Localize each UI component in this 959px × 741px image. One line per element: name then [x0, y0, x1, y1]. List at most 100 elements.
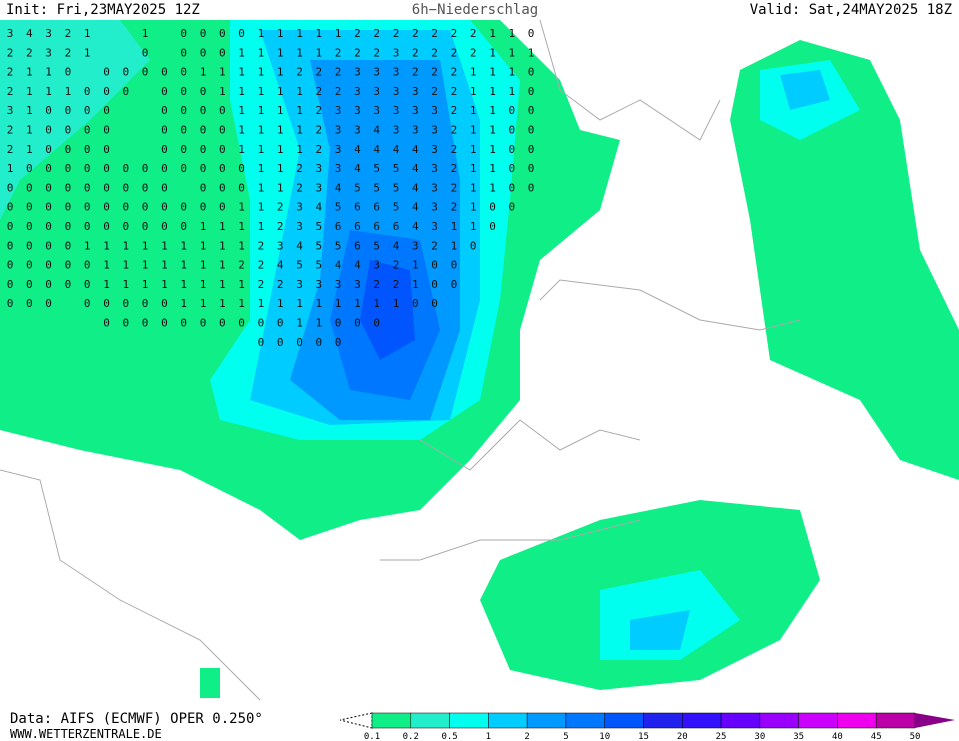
grid-value: 2: [393, 27, 400, 40]
grid-value: 3: [296, 278, 303, 291]
grid-value: 2: [412, 27, 419, 40]
grid-value: 0: [84, 162, 91, 175]
colorbar-label: 0.1: [364, 732, 380, 741]
grid-value: 1: [451, 220, 458, 233]
grid-value: 0: [65, 162, 72, 175]
grid-value: 0: [103, 162, 110, 175]
grid-value: 0: [200, 27, 207, 40]
grid-value: 5: [315, 259, 322, 272]
grid-value: 3: [335, 162, 342, 175]
grid-value: 1: [470, 124, 477, 137]
grid-value: 2: [451, 27, 458, 40]
grid-value: 5: [393, 201, 400, 214]
grid-value: 2: [315, 85, 322, 98]
grid-value: 0: [84, 124, 91, 137]
grid-value: 1: [470, 181, 477, 194]
grid-value: 2: [296, 162, 303, 175]
grid-value: 0: [200, 46, 207, 59]
grid-value: 2: [431, 239, 438, 252]
grid-value: 0: [103, 104, 110, 117]
grid-value: 2: [7, 143, 14, 156]
grid-value: 2: [412, 66, 419, 79]
grid-value: 1: [258, 124, 265, 137]
grid-value: 2: [238, 259, 245, 272]
grid-value: 3: [431, 143, 438, 156]
grid-value: 4: [296, 239, 303, 252]
grid-value: 1: [489, 124, 496, 137]
grid-value: 0: [238, 181, 245, 194]
grid-value: 1: [277, 66, 284, 79]
init-text: Init: Fri,23MAY2025 12Z: [6, 2, 200, 18]
grid-value: 0: [26, 220, 33, 233]
grid-value: 4: [354, 143, 361, 156]
grid-value: 0: [103, 66, 110, 79]
grid-value: 1: [26, 66, 33, 79]
grid-value: 0: [508, 124, 515, 137]
grid-value: 1: [277, 104, 284, 117]
grid-value: 1: [489, 181, 496, 194]
grid-value: 0: [84, 297, 91, 310]
grid-value: 6: [373, 201, 380, 214]
grid-value: 0: [238, 317, 245, 330]
grid-value: 0: [508, 181, 515, 194]
grid-value: 1: [219, 239, 226, 252]
colorbar-cell: [837, 712, 877, 729]
grid-value: 0: [65, 220, 72, 233]
grid-value: 1: [161, 259, 168, 272]
grid-value: 2: [354, 46, 361, 59]
grid-value: 0: [84, 278, 91, 291]
grid-value: 3: [7, 104, 14, 117]
grid-value: 1: [200, 239, 207, 252]
colorbar-label: 45: [871, 732, 882, 741]
grid-value: 4: [373, 143, 380, 156]
grid-value: 0: [431, 297, 438, 310]
grid-value: 1: [258, 143, 265, 156]
grid-value: 0: [103, 297, 110, 310]
grid-value: 0: [84, 220, 91, 233]
grid-value: 1: [412, 278, 419, 291]
grid-value: 1: [258, 104, 265, 117]
grid-value: 2: [373, 278, 380, 291]
grid-value: 0: [335, 336, 342, 349]
grid-value: 1: [277, 143, 284, 156]
grid-value: 2: [451, 162, 458, 175]
grid-value: 0: [7, 259, 14, 272]
grid-value: 0: [65, 259, 72, 272]
grid-value: 0: [373, 317, 380, 330]
grid-value: 2: [373, 27, 380, 40]
grid-value: 2: [277, 201, 284, 214]
grid-value: 2: [7, 46, 14, 59]
grid-value: 1: [489, 143, 496, 156]
grid-value: 0: [258, 317, 265, 330]
grid-value: 0: [528, 143, 535, 156]
grid-value: 6: [354, 239, 361, 252]
grid-value: 5: [335, 201, 342, 214]
grid-value: 0: [142, 317, 149, 330]
grid-value: 1: [315, 317, 322, 330]
grid-value: 0: [45, 143, 52, 156]
grid-value: 2: [451, 181, 458, 194]
grid-value: 0: [219, 201, 226, 214]
grid-value: 0: [315, 336, 322, 349]
grid-value: 0: [84, 201, 91, 214]
grid-value: 3: [431, 104, 438, 117]
colorbar-cell: [488, 712, 528, 729]
grid-value: 1: [258, 66, 265, 79]
grid-values: 3 4 3 2 1 1 0 0 0 0 1 1 1 1 1 2 2 2 2 2 2 2 1 1 02 2 3 2 1 0 0 0 0 1 1 1 1 1 2…: [7, 27, 535, 349]
grid-value: 2: [412, 46, 419, 59]
grid-value: 0: [142, 46, 149, 59]
grid-value: 1: [238, 297, 245, 310]
grid-value: 3: [315, 181, 322, 194]
grid-value: 1: [84, 46, 91, 59]
grid-value: 1: [489, 66, 496, 79]
grid-value: 1: [296, 46, 303, 59]
grid-value: 0: [470, 239, 477, 252]
grid-value: 0: [45, 181, 52, 194]
colorbar-label: 0.5: [441, 732, 457, 741]
grid-value: 0: [528, 104, 535, 117]
grid-value: 5: [393, 162, 400, 175]
grid-value: 6: [354, 201, 361, 214]
grid-value: 2: [393, 278, 400, 291]
grid-value: 0: [122, 181, 129, 194]
grid-value: 0: [508, 104, 515, 117]
